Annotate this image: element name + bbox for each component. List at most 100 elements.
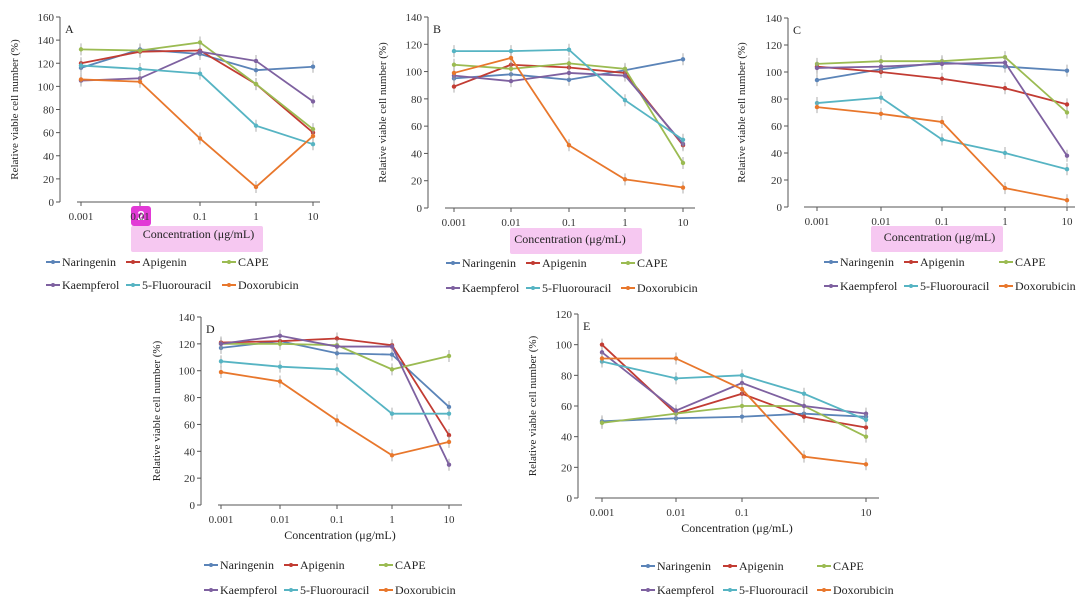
data-point <box>939 76 945 81</box>
data-point <box>334 418 340 423</box>
legend-marker <box>626 261 630 265</box>
data-point <box>801 414 807 419</box>
legend-marker <box>209 588 213 592</box>
series-line-naringenin <box>220 340 450 408</box>
y-axis-title: Relative viable cell number (%) <box>527 335 539 476</box>
y-tick-label: 100 <box>38 81 55 93</box>
data-point <box>566 143 572 148</box>
x-axis-title: Concentration (μg/mL) <box>514 232 625 246</box>
data-point <box>389 411 395 416</box>
data-point <box>446 432 452 438</box>
legend-marker <box>131 283 135 287</box>
y-axis-title: Relative viable cell number (%) <box>736 42 748 183</box>
legend-label: Kaempferol <box>657 583 715 597</box>
y-tick-label: 60 <box>411 121 423 133</box>
y-tick-label: 140 <box>766 13 783 25</box>
data-point <box>389 367 395 372</box>
chart-panel-a: 0 20 40 60 80 100 120 140 160 0.001 0.01 0.1 1 10 A Con… <box>9 12 320 292</box>
y-tick-label: 120 <box>179 339 196 351</box>
data-point <box>863 417 869 422</box>
data-point <box>508 66 514 72</box>
legend-label: Kaempferol <box>462 281 520 295</box>
data-point <box>334 367 340 372</box>
y-tick-label: 120 <box>406 39 423 51</box>
x-tick-label: 0.001 <box>442 217 467 229</box>
data-point <box>863 425 869 430</box>
y-tick-label: 120 <box>556 309 573 321</box>
x-tick-label: 0.01 <box>871 216 890 228</box>
data-point <box>680 57 686 62</box>
legend-marker <box>646 588 650 592</box>
series-line-kaempferol <box>80 50 314 103</box>
panel-label: D <box>206 322 215 336</box>
data-point <box>599 420 605 426</box>
data-point <box>739 386 745 392</box>
y-axis-title: Relative viable cell number (%) <box>151 340 163 481</box>
y-tick-label: 40 <box>771 148 783 160</box>
data-point <box>622 73 628 78</box>
data-point <box>137 79 143 84</box>
legend-marker <box>289 563 293 567</box>
data-point <box>197 136 203 141</box>
data-point <box>814 77 820 83</box>
series-line-kaempferol <box>601 351 867 415</box>
y-tick-label: 120 <box>766 40 783 52</box>
legend-label: Naringenin <box>62 255 116 269</box>
data-point <box>451 48 457 54</box>
data-point <box>566 77 572 82</box>
data-point <box>218 369 224 375</box>
series-line-doxorubicin <box>602 357 867 466</box>
x-tick-label: 0.001 <box>209 514 234 526</box>
x-tick-label: 0.01 <box>501 217 520 229</box>
legend-label: Kaempferol <box>840 279 898 293</box>
data-point <box>863 411 869 416</box>
y-tick-label: 60 <box>184 419 196 431</box>
data-point <box>197 49 203 54</box>
data-point <box>599 342 605 347</box>
legend-marker <box>829 284 833 288</box>
legend-label: Doxorubicin <box>833 583 894 597</box>
legend-label: 5-Fluorouracil <box>542 281 612 295</box>
x-tick-label: 0.01 <box>130 211 149 223</box>
data-point <box>197 71 203 76</box>
x-tick-label: 0.001 <box>69 211 94 223</box>
data-point <box>1064 153 1070 158</box>
x-tick-label: 0.1 <box>735 507 749 519</box>
legend-label: Naringenin <box>462 256 516 270</box>
data-point <box>446 439 452 445</box>
y-axis-title: Relative viable cell number (%) <box>9 39 21 180</box>
data-point <box>739 414 745 419</box>
data-point <box>451 84 457 89</box>
data-point <box>310 126 316 132</box>
data-point <box>673 376 679 381</box>
data-point <box>863 462 869 467</box>
y-tick-label: 100 <box>179 366 196 378</box>
legend-label: CAPE <box>1015 255 1046 269</box>
x-tick-label: 1 <box>622 217 628 229</box>
legend-marker <box>909 284 913 288</box>
legend-marker <box>646 564 650 568</box>
data-point <box>1064 110 1070 115</box>
data-point <box>137 48 143 53</box>
legend-label: Apigenin <box>142 255 187 269</box>
y-tick-label: 0 <box>567 493 573 505</box>
data-point <box>680 137 686 142</box>
data-point <box>218 341 224 347</box>
legend-marker <box>384 588 388 592</box>
legend-label: Apigenin <box>300 558 345 572</box>
data-point <box>253 67 259 73</box>
highlight-xlabel-a <box>131 226 263 252</box>
data-point <box>334 351 340 356</box>
x-tick-label: 1 <box>1002 216 1008 228</box>
data-point <box>801 454 807 459</box>
data-point <box>814 65 820 71</box>
data-point <box>389 453 395 458</box>
data-point <box>801 403 807 409</box>
data-point <box>310 141 316 147</box>
legend-marker <box>209 563 213 567</box>
legend-label: CAPE <box>637 256 668 270</box>
legend-label: Doxorubicin <box>395 583 456 597</box>
y-tick-label: 80 <box>561 370 573 382</box>
legend-marker <box>531 286 535 290</box>
series-line-5-fluorouracil <box>601 360 867 421</box>
